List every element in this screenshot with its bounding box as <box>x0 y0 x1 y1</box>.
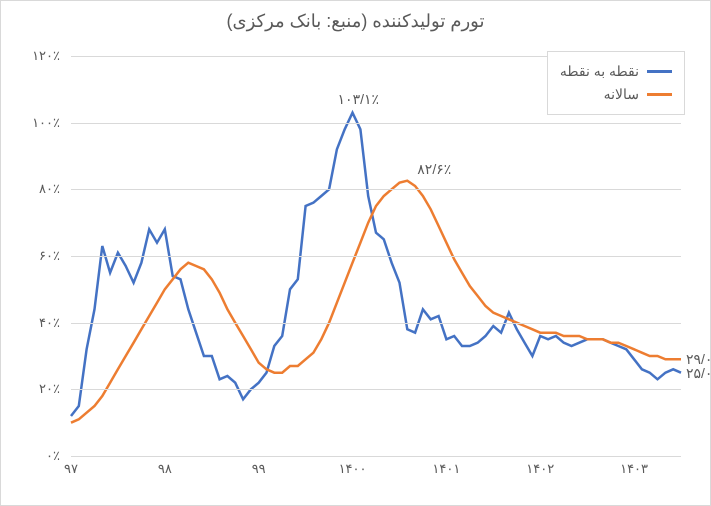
peak-label-0: ۱۰۳/۱٪ <box>338 91 380 108</box>
y-axis-label: ۶۰٪ <box>39 248 60 264</box>
gridline <box>71 189 681 190</box>
gridline <box>71 256 681 257</box>
legend-label-0: نقطه به نقطه <box>560 63 639 80</box>
x-axis-label: ۱۴۰۲ <box>526 461 554 477</box>
end-label-1: ۲۹/۰٪ <box>686 351 711 368</box>
legend-label-1: سالانه <box>604 86 639 103</box>
series-line-0 <box>71 113 681 416</box>
gridline <box>71 323 681 324</box>
legend: نقطه به نقطه سالانه <box>547 51 685 115</box>
x-axis-label: ۱۴۰۳ <box>620 461 648 477</box>
x-axis-label: ۹۹ <box>252 461 266 477</box>
x-axis-label: ۱۴۰۱ <box>432 461 460 477</box>
gridline <box>71 389 681 390</box>
y-axis-label: ۲۰٪ <box>39 381 60 397</box>
x-axis-label: ۱۴۰۰ <box>339 461 367 477</box>
gridline <box>71 123 681 124</box>
y-axis-label: ۱۰۰٪ <box>32 115 60 131</box>
legend-swatch-0 <box>647 70 672 73</box>
y-axis-label: ۱۲۰٪ <box>32 48 60 64</box>
legend-item-0: نقطه به نقطه <box>560 60 672 83</box>
x-axis-label: ۹۸ <box>158 461 172 477</box>
peak-label-1: ۸۲/۶٪ <box>417 161 451 178</box>
legend-swatch-1 <box>647 93 672 96</box>
y-axis-label: ۸۰٪ <box>39 181 60 197</box>
legend-item-1: سالانه <box>560 83 672 106</box>
x-axis-label: ۹۷ <box>64 461 78 477</box>
y-axis-label: ۰٪ <box>46 448 60 464</box>
gridline <box>71 456 681 457</box>
plot-area <box>71 56 681 456</box>
series-line-1 <box>71 181 681 423</box>
chart-title: تورم تولیدکننده (منبع: بانک مرکزی) <box>1 11 710 32</box>
y-axis-label: ۴۰٪ <box>39 315 60 331</box>
chart-container: تورم تولیدکننده (منبع: بانک مرکزی) نقطه … <box>0 0 711 506</box>
